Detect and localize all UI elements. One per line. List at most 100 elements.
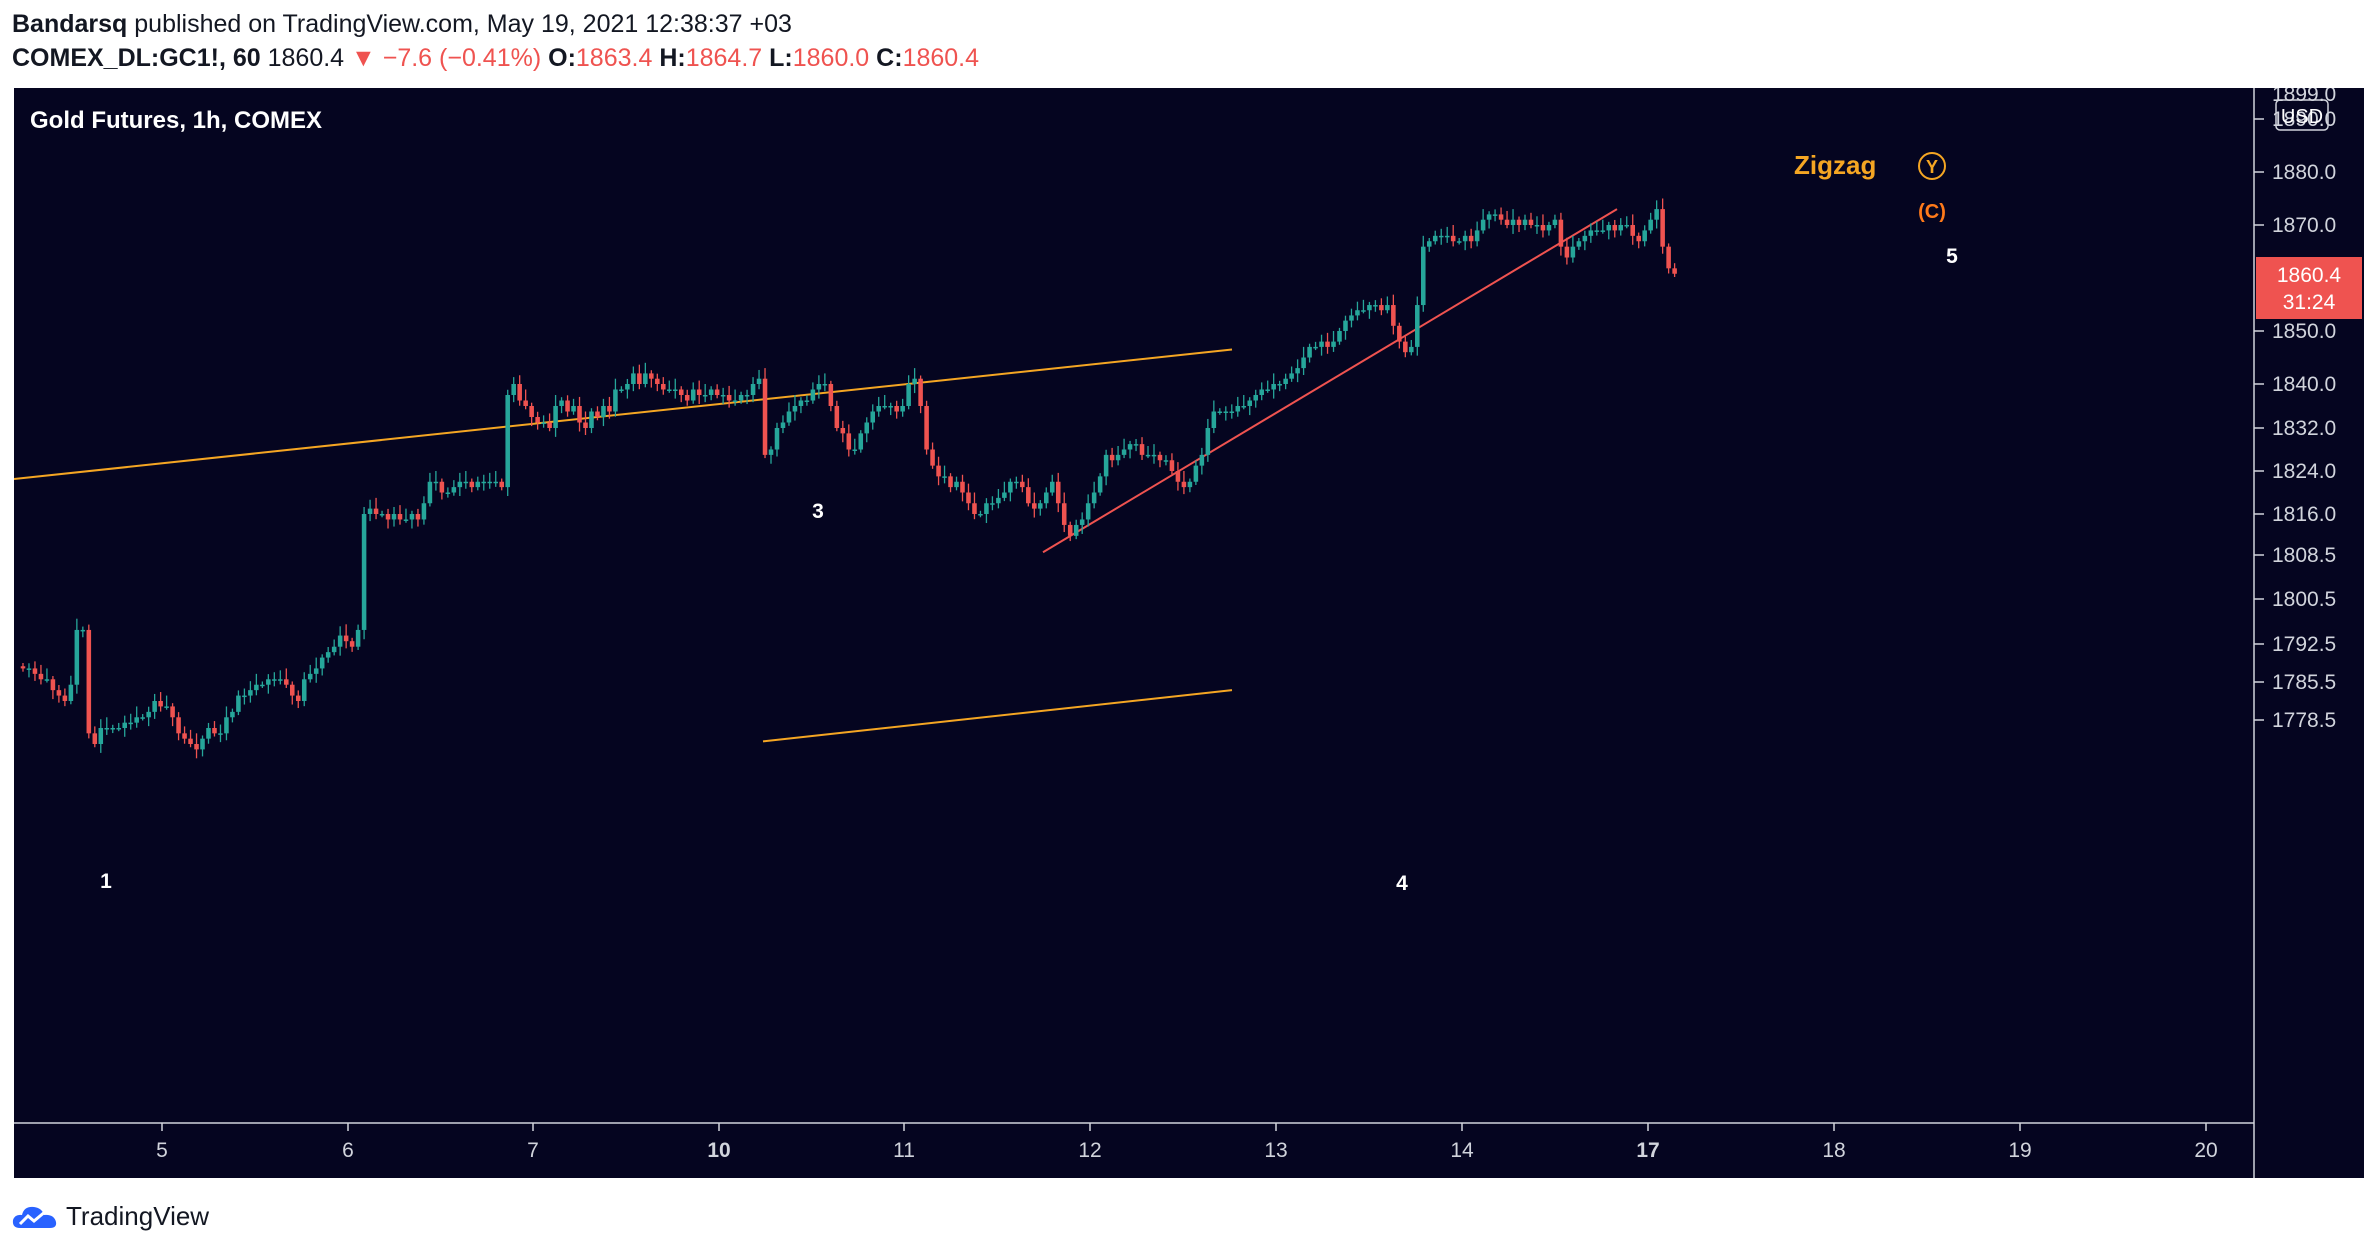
candle	[349, 637, 355, 652]
candle	[565, 395, 570, 417]
candle	[32, 661, 38, 681]
candle-body	[1367, 305, 1372, 311]
candle	[1486, 211, 1492, 229]
candle-body	[206, 728, 211, 739]
candle	[26, 663, 32, 678]
candle	[1666, 243, 1671, 274]
x-tick-label: 18	[1822, 1139, 1845, 1162]
candle	[1415, 296, 1420, 356]
candle	[1462, 230, 1468, 251]
author-name[interactable]: Bandarsq	[12, 10, 128, 38]
candle-body	[1020, 481, 1025, 488]
candle	[1277, 380, 1282, 392]
candle	[62, 688, 68, 707]
candle	[942, 465, 947, 484]
candle-body	[1444, 235, 1450, 238]
candle	[1594, 221, 1600, 236]
tradingview-logo[interactable]: TradingView	[12, 1198, 209, 1234]
candle-body	[272, 679, 277, 681]
price-chart[interactable]: 1890.0 1880.0 1870.0 1850.0 1840.0 1832.0 1824…	[14, 88, 2364, 1178]
candle-body	[517, 384, 522, 401]
candle-body	[619, 389, 624, 391]
candle-body	[1438, 235, 1444, 238]
candle-body	[212, 728, 217, 734]
candle	[577, 396, 582, 432]
candle	[439, 478, 445, 500]
candle	[1223, 406, 1229, 421]
candle-body	[349, 641, 355, 647]
y-tick-label: 1840.0	[2272, 373, 2336, 396]
candle	[1367, 301, 1372, 319]
candle	[230, 708, 235, 723]
candle-body	[804, 400, 810, 402]
candle	[1265, 380, 1270, 393]
candle-body	[1397, 325, 1402, 342]
currency-badge[interactable]: USD	[2275, 99, 2329, 131]
candle	[457, 472, 463, 496]
candle-body	[792, 406, 798, 412]
lower-channel-line	[762, 689, 1233, 743]
candle-body	[80, 629, 86, 632]
candle	[1438, 228, 1444, 245]
candle-body	[1558, 219, 1564, 247]
candle-body	[858, 433, 864, 450]
candle	[511, 377, 516, 403]
candle	[870, 404, 876, 430]
candle	[535, 411, 540, 430]
candle-body	[655, 378, 660, 384]
candle	[708, 386, 714, 401]
candle	[1582, 230, 1588, 251]
candle	[433, 471, 439, 491]
candle-body	[373, 508, 379, 514]
candle-body	[1355, 310, 1360, 316]
candle-body	[1349, 315, 1354, 321]
candle	[194, 733, 199, 759]
candle	[170, 703, 175, 727]
candle	[864, 417, 870, 443]
chart-panel[interactable]: 1890.0 1880.0 1870.0 1850.0 1840.0 1832.0 1824…	[14, 88, 2364, 1178]
candle-body	[924, 406, 929, 450]
candle	[1241, 395, 1247, 410]
candle-body	[1462, 235, 1468, 242]
candle	[254, 673, 259, 696]
wave-label-3: 3	[812, 500, 824, 523]
candle	[1145, 446, 1151, 459]
low-value: 1860.0	[792, 44, 870, 72]
candle	[1289, 366, 1294, 382]
candle	[487, 472, 493, 489]
currency-label: USD	[2281, 106, 2323, 128]
candle-body	[469, 481, 475, 488]
candle-body	[1295, 368, 1300, 374]
candle	[756, 369, 762, 390]
candle	[852, 438, 858, 455]
candle-body	[631, 373, 636, 384]
candle	[1468, 228, 1474, 249]
tradingview-brand: TradingView	[66, 1200, 210, 1231]
high-label: H:	[659, 44, 686, 72]
candle	[1229, 404, 1235, 419]
candle	[1038, 500, 1043, 516]
candle	[1151, 444, 1157, 464]
candle	[1636, 232, 1641, 249]
candle-body	[1672, 268, 1677, 274]
candle-body	[284, 679, 289, 685]
candle-body	[726, 395, 732, 401]
candle-body	[301, 679, 307, 701]
candle	[948, 473, 953, 493]
candle-body	[86, 629, 92, 734]
y-tick-label: 1850.0	[2272, 320, 2336, 343]
candle-body	[218, 733, 223, 735]
x-tick-label: 11	[893, 1139, 915, 1162]
candle-body	[643, 373, 648, 384]
y-tick-label: 1890.0	[2272, 108, 2336, 131]
candle-body	[487, 481, 493, 484]
candle-body	[1486, 214, 1492, 220]
candle-body	[331, 646, 337, 653]
candle	[529, 402, 534, 427]
candle-body	[667, 389, 672, 391]
candle	[307, 664, 313, 683]
candle	[391, 507, 397, 527]
candle	[1163, 455, 1169, 466]
candle-body	[1415, 305, 1420, 347]
low-label: L:	[769, 44, 793, 72]
